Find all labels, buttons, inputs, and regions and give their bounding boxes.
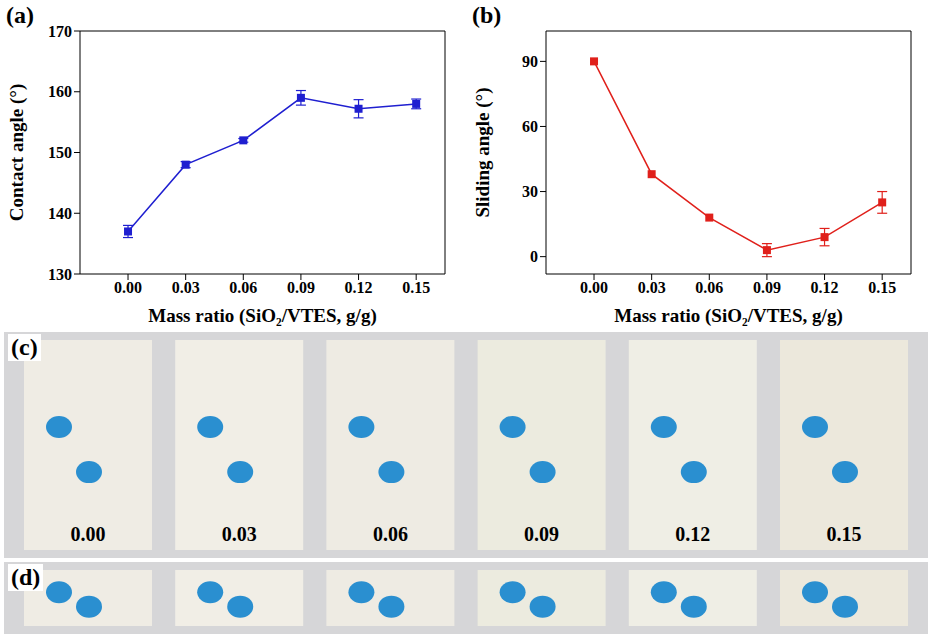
html-text:0.00: 0.00 (70, 523, 106, 545)
html-text:0.06: 0.06 (372, 523, 408, 545)
svg-text:0: 0 (530, 248, 538, 265)
svg-text:0.15: 0.15 (402, 279, 430, 296)
html-text:0.09: 0.09 (524, 523, 560, 545)
svg-text:Mass ratio (SiO₂/VTES, g/g): Mass ratio (SiO₂/VTES, g/g) (148, 305, 376, 327)
svg-text:90: 90 (522, 53, 538, 70)
svg-text:0.09: 0.09 (753, 279, 781, 296)
svg-text:0.00: 0.00 (114, 279, 142, 296)
svg-text:0.03: 0.03 (638, 279, 666, 296)
svg-text:140: 140 (48, 205, 72, 222)
html-text:(d): (d) (11, 564, 41, 590)
svg-text:0.15: 0.15 (868, 279, 896, 296)
svg-text:0.09: 0.09 (287, 279, 315, 296)
svg-text:Contact angle (°): Contact angle (°) (6, 84, 28, 221)
svg-text:60: 60 (522, 118, 538, 135)
svg-text:0.03: 0.03 (172, 279, 200, 296)
svg-text:0.06: 0.06 (229, 279, 257, 296)
svg-text:130: 130 (48, 266, 72, 283)
svg-text:0.12: 0.12 (345, 279, 373, 296)
svg-text:0.00: 0.00 (580, 279, 608, 296)
svg-text:0.06: 0.06 (695, 279, 723, 296)
svg-text:170: 170 (48, 23, 72, 40)
svg-text:160: 160 (48, 83, 72, 100)
html-text:0.12: 0.12 (675, 523, 711, 545)
svg-text:0.12: 0.12 (811, 279, 839, 296)
html-text:(a): (a) (6, 2, 34, 28)
svg-text:150: 150 (48, 144, 72, 161)
html-text:(c): (c) (11, 334, 38, 360)
svg-text:Sliding angle (°): Sliding angle (°) (472, 87, 494, 217)
html-text:0.15: 0.15 (826, 523, 862, 545)
svg-text:Mass ratio (SiO₂/VTES, g/g): Mass ratio (SiO₂/VTES, g/g) (614, 305, 842, 327)
html-text:(b): (b) (472, 2, 502, 28)
html-text:0.03: 0.03 (221, 523, 257, 545)
svg-text:30: 30 (522, 183, 538, 200)
